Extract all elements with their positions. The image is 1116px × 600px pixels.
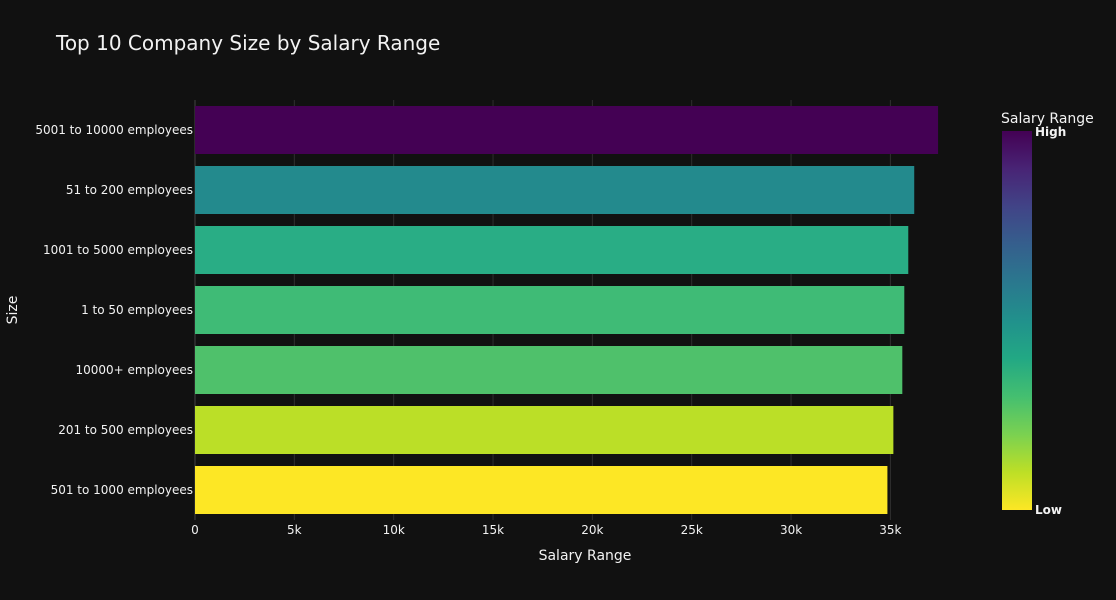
x-tick-label: 35k: [879, 523, 901, 537]
x-tick-label: 15k: [482, 523, 504, 537]
bar[interactable]: [195, 466, 888, 514]
y-axis-title: Size: [5, 296, 21, 325]
x-axis-title: Salary Range: [539, 548, 632, 564]
colorbar-high-label: High: [1035, 125, 1066, 139]
chart-title: Top 10 Company Size by Salary Range: [55, 31, 440, 55]
colorbar-legend: Salary Range High Low: [1001, 111, 1094, 517]
colorbar-title: Salary Range: [1001, 111, 1094, 127]
bar[interactable]: [195, 346, 903, 394]
y-category-label: 1 to 50 employees: [81, 303, 193, 317]
y-category-label: 501 to 1000 employees: [51, 483, 193, 497]
x-tick-label: 25k: [681, 523, 703, 537]
bar[interactable]: [195, 286, 905, 334]
y-category-label: 10000+ employees: [75, 363, 193, 377]
y-category-label: 5001 to 10000 employees: [35, 123, 193, 137]
x-tick-label: 30k: [780, 523, 802, 537]
x-tick-label: 0: [191, 523, 199, 537]
x-tick-label: 10k: [383, 523, 405, 537]
y-axis-labels: 5001 to 10000 employees 51 to 200 employe…: [35, 123, 193, 497]
bar[interactable]: [195, 106, 939, 154]
bars: [195, 106, 939, 514]
bar[interactable]: [195, 166, 915, 214]
colorbar-low-label: Low: [1035, 503, 1062, 517]
x-axis-ticks: 0 5k 10k 15k 20k 25k 30k 35k: [191, 523, 901, 537]
x-tick-label: 20k: [581, 523, 603, 537]
y-category-label: 51 to 200 employees: [66, 183, 193, 197]
bar[interactable]: [195, 226, 909, 274]
x-tick-label: 5k: [287, 523, 302, 537]
colorbar: [1002, 131, 1032, 510]
y-category-label: 1001 to 5000 employees: [43, 243, 193, 257]
y-category-label: 201 to 500 employees: [58, 423, 193, 437]
bar[interactable]: [195, 406, 894, 454]
